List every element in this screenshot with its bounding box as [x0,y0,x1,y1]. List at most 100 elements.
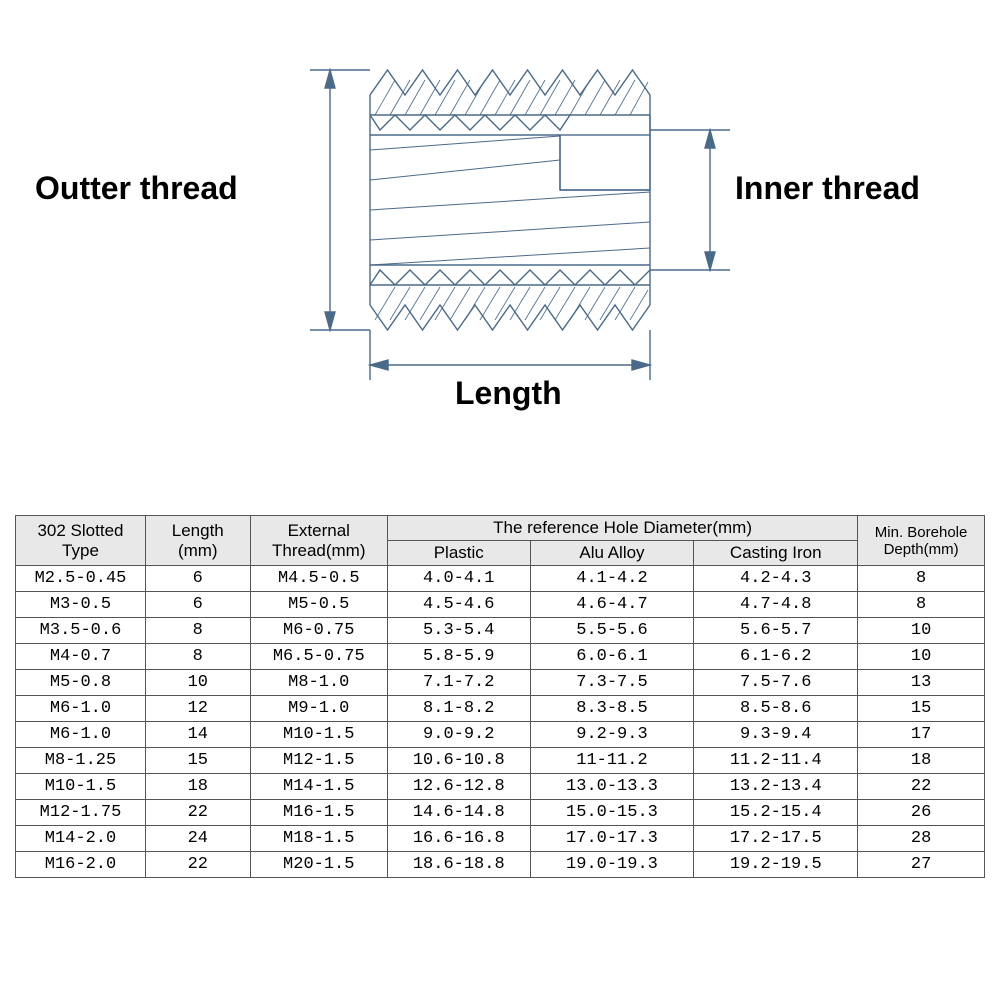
cell-type: M4-0.7 [16,644,146,670]
table-row: M8-1.2515M12-1.510.6-10.811-11.211.2-11.… [16,748,985,774]
cell-pl: 5.8-5.9 [387,644,530,670]
cell-len: 10 [145,670,250,696]
cell-ci: 5.6-5.7 [694,618,858,644]
cell-al: 15.0-15.3 [530,800,694,826]
cell-ci: 13.2-13.4 [694,774,858,800]
cell-len: 22 [145,852,250,878]
th-length: Length(mm) [145,516,250,566]
cell-ci: 15.2-15.4 [694,800,858,826]
cell-bd: 27 [858,852,985,878]
cell-type: M2.5-0.45 [16,566,146,592]
thread-insert-diagram: Outter thread Inner thread Length [0,40,1000,440]
table-row: M14-2.024M18-1.516.6-16.817.0-17.317.2-1… [16,826,985,852]
cell-bd: 8 [858,566,985,592]
cell-type: M16-2.0 [16,852,146,878]
cell-len: 14 [145,722,250,748]
th-borehole: Min. BoreholeDepth(mm) [858,516,985,566]
cell-bd: 22 [858,774,985,800]
th-alu: Alu Alloy [530,541,694,566]
cell-al: 7.3-7.5 [530,670,694,696]
table-row: M6-1.014M10-1.59.0-9.29.2-9.39.3-9.417 [16,722,985,748]
cell-al: 4.6-4.7 [530,592,694,618]
cell-pl: 8.1-8.2 [387,696,530,722]
th-type: 302 SlottedType [16,516,146,566]
cell-al: 4.1-4.2 [530,566,694,592]
label-length: Length [455,375,562,412]
th-plastic: Plastic [387,541,530,566]
table-row: M3.5-0.68M6-0.755.3-5.45.5-5.65.6-5.710 [16,618,985,644]
cell-len: 6 [145,566,250,592]
cell-bd: 8 [858,592,985,618]
table-row: M5-0.810M8-1.07.1-7.27.3-7.57.5-7.613 [16,670,985,696]
label-inner-thread: Inner thread [735,170,920,207]
label-outer-thread: Outter thread [35,170,238,207]
cell-pl: 18.6-18.8 [387,852,530,878]
cell-pl: 16.6-16.8 [387,826,530,852]
table-row: M6-1.012M9-1.08.1-8.28.3-8.58.5-8.615 [16,696,985,722]
cell-pl: 7.1-7.2 [387,670,530,696]
cell-bd: 13 [858,670,985,696]
cell-ci: 6.1-6.2 [694,644,858,670]
cell-len: 8 [145,644,250,670]
cell-len: 12 [145,696,250,722]
table-row: M3-0.56M5-0.54.5-4.64.6-4.74.7-4.88 [16,592,985,618]
cell-ci: 17.2-17.5 [694,826,858,852]
cell-ci: 7.5-7.6 [694,670,858,696]
cell-ext: M4.5-0.5 [250,566,387,592]
cell-ext: M14-1.5 [250,774,387,800]
cell-al: 8.3-8.5 [530,696,694,722]
cell-pl: 9.0-9.2 [387,722,530,748]
cell-len: 8 [145,618,250,644]
cell-pl: 4.5-4.6 [387,592,530,618]
cell-ci: 19.2-19.5 [694,852,858,878]
cell-al: 11-11.2 [530,748,694,774]
cell-len: 6 [145,592,250,618]
cell-type: M8-1.25 [16,748,146,774]
cell-pl: 4.0-4.1 [387,566,530,592]
cell-ext: M18-1.5 [250,826,387,852]
cell-al: 6.0-6.1 [530,644,694,670]
cell-pl: 14.6-14.8 [387,800,530,826]
cell-bd: 18 [858,748,985,774]
cell-ext: M6-0.75 [250,618,387,644]
cell-al: 5.5-5.6 [530,618,694,644]
cell-type: M6-1.0 [16,722,146,748]
spec-table: 302 SlottedType Length(mm) ExternalThrea… [15,515,985,878]
cell-type: M5-0.8 [16,670,146,696]
cell-bd: 17 [858,722,985,748]
cell-ext: M20-1.5 [250,852,387,878]
cell-bd: 15 [858,696,985,722]
cell-type: M12-1.75 [16,800,146,826]
cell-ci: 4.7-4.8 [694,592,858,618]
cell-ext: M10-1.5 [250,722,387,748]
cell-type: M10-1.5 [16,774,146,800]
cell-al: 19.0-19.3 [530,852,694,878]
cell-type: M14-2.0 [16,826,146,852]
cell-type: M3.5-0.6 [16,618,146,644]
cell-ext: M9-1.0 [250,696,387,722]
table-row: M10-1.518M14-1.512.6-12.813.0-13.313.2-1… [16,774,985,800]
cell-type: M6-1.0 [16,696,146,722]
cell-al: 9.2-9.3 [530,722,694,748]
cell-pl: 12.6-12.8 [387,774,530,800]
cell-bd: 10 [858,644,985,670]
spec-table-body: M2.5-0.456M4.5-0.54.0-4.14.1-4.24.2-4.38… [16,566,985,878]
cell-ext: M16-1.5 [250,800,387,826]
cell-ci: 9.3-9.4 [694,722,858,748]
th-ref-group: The reference Hole Diameter(mm) [387,516,857,541]
cell-pl: 5.3-5.4 [387,618,530,644]
cell-ci: 11.2-11.4 [694,748,858,774]
table-row: M16-2.022M20-1.518.6-18.819.0-19.319.2-1… [16,852,985,878]
cell-ext: M12-1.5 [250,748,387,774]
th-external: ExternalThread(mm) [250,516,387,566]
cell-len: 24 [145,826,250,852]
cell-len: 22 [145,800,250,826]
cell-ext: M5-0.5 [250,592,387,618]
spec-table-container: 302 SlottedType Length(mm) ExternalThrea… [15,515,985,878]
cell-ext: M8-1.0 [250,670,387,696]
cell-bd: 26 [858,800,985,826]
cell-ext: M6.5-0.75 [250,644,387,670]
cell-type: M3-0.5 [16,592,146,618]
cell-bd: 28 [858,826,985,852]
table-row: M4-0.78M6.5-0.755.8-5.96.0-6.16.1-6.210 [16,644,985,670]
